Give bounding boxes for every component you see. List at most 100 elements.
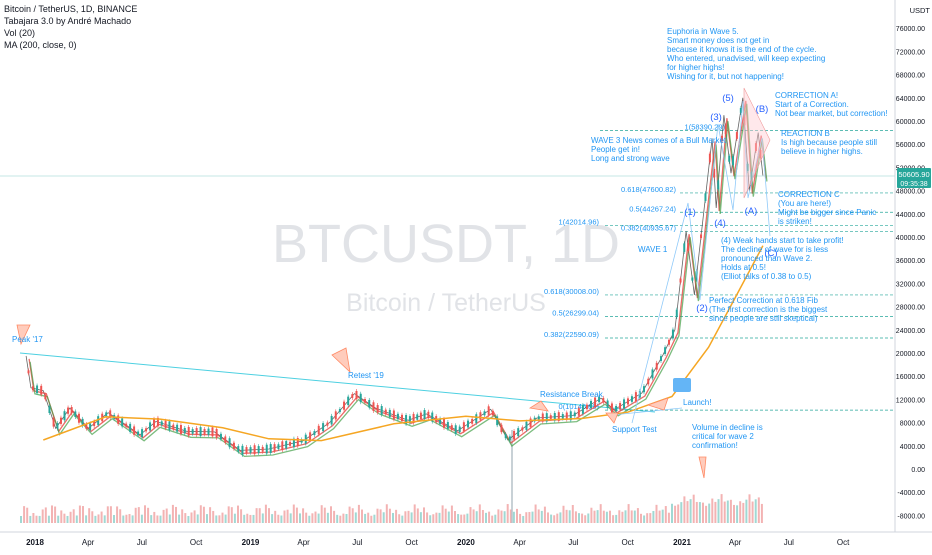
volume-bar [419,512,422,523]
volume-bar [116,506,119,523]
retest-flag [331,347,351,374]
volume-bar [543,506,546,523]
candle [245,447,248,454]
candle [615,405,618,412]
volume-bar [748,494,751,523]
price-tick: 44000.00 [896,212,925,219]
candle [427,411,430,419]
annotation-wave-4-line: (4) Weak hands start to take profit! [721,236,844,245]
candle [164,420,167,429]
volume-bar [531,511,534,523]
annotation-wave-4-line: Holds at 0.5! [721,263,766,272]
candle [195,428,198,435]
volume-bar [159,515,162,523]
volume-bar [252,514,255,523]
candle [56,423,59,429]
volume-bar [230,507,233,523]
candle [517,428,520,437]
candle [67,407,70,414]
candle [704,193,707,201]
annotation-perfect-correction-line: since people are still skeptical) [709,314,818,323]
candle [569,411,572,421]
annotation-euphoria-line: Who entered, unadvised, will keep expect… [667,54,825,63]
indicator-tabajara[interactable]: Tabajara 3.0 by André Machado [4,16,132,26]
volume-bar [258,508,261,523]
candle [392,410,395,420]
price-tick: 76000.00 [896,26,925,33]
candle [735,132,738,139]
candle [228,438,231,448]
volume-bar [249,514,252,523]
candle [602,397,605,403]
price-tick: 32000.00 [896,281,925,288]
volume-bar [578,513,580,523]
volume-bar [295,507,298,523]
symbol-title[interactable]: Bitcoin / TetherUS, 1D, BINANCE [4,4,138,14]
resistance-break-line [611,407,683,416]
volume-bar [330,506,332,523]
wave-label-1: (1) [684,207,696,218]
volume-bar [621,511,624,523]
volume-bar [29,515,32,523]
candle [634,392,637,402]
candle [363,398,366,403]
volume-bar [655,504,658,523]
candle [423,410,426,420]
volume-bar [370,515,373,523]
indicator-volume[interactable]: Vol (20) [4,28,36,38]
candle [129,423,132,432]
volume-bar [488,511,491,523]
indicator-ma[interactable]: MA (200, close, 0) [4,40,77,50]
annotation-support-test: Support Test [612,425,658,434]
volume-bar [702,502,704,523]
candle [384,409,387,415]
time-axis: 2018 Apr Jul Oct 2019 Apr Jul Oct 2020 Apr Jul Oct 2… [26,538,850,547]
volume-bar [757,497,760,523]
time-tick: Jul [568,538,578,547]
volume-bar [109,506,112,523]
volume-bar [103,515,106,523]
volume-bar [72,509,75,523]
volume-bar [255,508,258,523]
volume-bar [751,501,754,523]
volume-bar [742,502,745,523]
candle [500,424,503,433]
annotation-volume-decline-line: critical for wave 2 [692,432,754,441]
volume-bar [97,514,100,523]
annotation-wave-4-line: pronounced than Wave 2. [721,254,812,263]
volume-bar [240,509,243,523]
candle [606,400,609,408]
volume-bar [35,515,38,523]
volume-bar [187,515,190,523]
volume-bar [193,510,196,523]
volume-bar [556,513,559,523]
price-tick: 4000.00 [900,444,925,451]
candle [40,385,43,395]
candle [304,434,307,444]
volume-bar [516,508,518,523]
wave-label-4: (4) [714,218,726,229]
volume-bar [212,510,215,523]
candle [326,422,329,426]
candle [479,412,482,420]
candle [376,405,379,413]
annotation-euphoria-line: Wishing for it, but not happening! [667,72,784,81]
volume-bar [243,514,246,523]
volume-bar [376,508,379,523]
candle [521,427,524,431]
volume-bar [506,504,509,523]
volume-bar [66,515,69,523]
price-tick: 64000.00 [896,96,925,103]
price-tick: -8000.00 [897,513,925,520]
volume-bar [661,509,664,523]
volume-bar [745,499,748,523]
candle [655,362,658,370]
candle [664,347,667,354]
candle [133,426,136,435]
volume-bar [407,510,410,523]
volume-bar [717,499,720,523]
volume-bar [528,512,531,523]
volume-bar [106,506,109,523]
annotation-correction-c: CORRECTION C (You are here!) Might be bigg… [778,190,876,226]
